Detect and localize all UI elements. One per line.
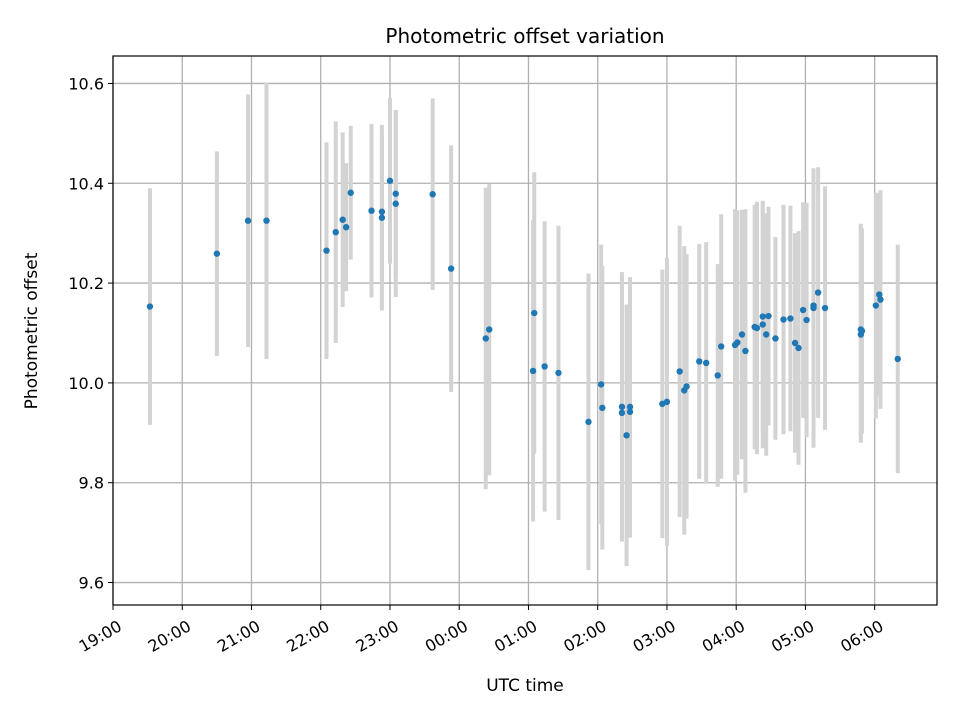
data-point — [599, 404, 606, 412]
data-point — [555, 369, 562, 377]
data-point — [772, 335, 779, 342]
y-tick-label: 10.4 — [68, 174, 104, 193]
y-tick-label: 9.6 — [79, 574, 104, 593]
data-point — [780, 316, 787, 323]
grid-lines — [112, 56, 937, 605]
data-point — [244, 217, 252, 224]
data-point — [626, 408, 634, 416]
data-point — [146, 303, 154, 310]
data-points — [146, 177, 901, 439]
data-point — [323, 247, 330, 254]
data-point — [332, 228, 339, 236]
data-point — [799, 306, 807, 314]
data-point — [858, 327, 866, 335]
data-point — [821, 304, 829, 312]
data-point — [663, 398, 671, 406]
data-point — [738, 331, 746, 338]
data-point — [787, 315, 794, 322]
data-point — [714, 372, 721, 379]
data-point — [263, 217, 270, 224]
data-point — [618, 409, 626, 417]
data-point — [814, 289, 822, 296]
x-axis-title: UTC time — [486, 676, 564, 696]
data-point — [742, 347, 749, 355]
data-point — [626, 403, 634, 411]
y-tick-label: 10.6 — [68, 74, 104, 93]
data-point — [717, 343, 725, 350]
data-point — [392, 200, 399, 207]
data-point — [597, 381, 605, 388]
data-point — [696, 358, 703, 365]
plot-frame — [112, 55, 938, 606]
data-point — [529, 367, 537, 375]
data-point — [734, 339, 741, 346]
data-point — [429, 191, 436, 198]
data-point — [392, 190, 399, 197]
data-point — [753, 324, 761, 332]
data-point — [702, 359, 710, 367]
data-point — [342, 223, 350, 231]
data-point — [339, 216, 346, 223]
data-point — [810, 304, 817, 312]
data-point — [759, 321, 766, 328]
y-axis-ticks: 9.6 9.8 10.0 10.2 10.4 10.6 — [68, 74, 113, 593]
data-point — [877, 296, 884, 303]
data-point — [347, 189, 354, 196]
data-point — [541, 363, 548, 370]
data-point — [213, 250, 221, 257]
data-point — [762, 331, 770, 338]
data-point — [482, 335, 489, 342]
data-point — [386, 177, 394, 184]
data-point — [872, 302, 880, 309]
chart-title: Photometric offset variation — [385, 24, 664, 48]
data-point — [795, 344, 802, 352]
data-point — [803, 316, 810, 324]
y-tick-label: 10.2 — [68, 274, 104, 293]
data-point — [623, 432, 630, 439]
y-tick-label: 10.0 — [68, 374, 104, 393]
data-point — [378, 214, 386, 221]
data-point — [791, 339, 799, 347]
data-point — [618, 403, 626, 411]
data-point — [894, 355, 901, 363]
data-point — [447, 265, 455, 272]
data-point — [585, 418, 592, 426]
data-point — [759, 313, 766, 320]
data-point — [378, 208, 386, 215]
y-tick-label: 9.8 — [79, 474, 104, 493]
data-point — [683, 383, 690, 390]
y-axis-title: Photometric offset — [22, 252, 42, 409]
data-point — [765, 312, 772, 320]
data-point — [676, 368, 683, 375]
data-point — [486, 326, 493, 333]
data-point — [368, 207, 375, 214]
data-point — [531, 309, 538, 317]
data-point — [876, 291, 883, 298]
